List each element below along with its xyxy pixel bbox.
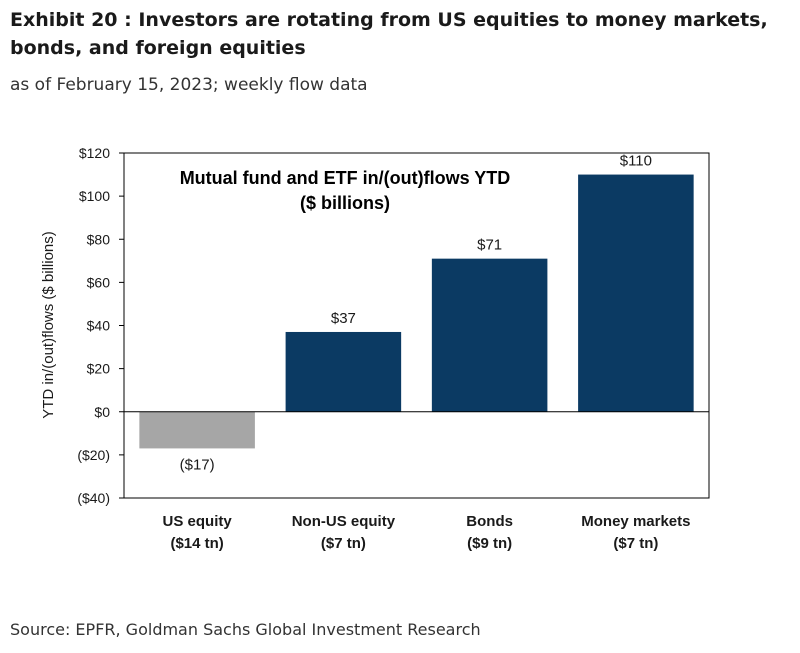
x-category-label: Money markets <box>581 513 690 530</box>
chart-subtitle: ($ billions) <box>300 193 390 213</box>
source-note: Source: EPFR, Goldman Sachs Global Inves… <box>10 620 481 639</box>
x-category-sublabel: ($14 tn) <box>170 535 223 552</box>
chart-title: Mutual fund and ETF in/(out)flows YTD <box>180 168 511 188</box>
bar <box>578 174 694 412</box>
data-label: ($17) <box>180 456 215 473</box>
bar <box>139 411 255 449</box>
data-label: $37 <box>331 310 356 327</box>
y-axis-label: YTD in/(out)flows ($ billions) <box>40 231 57 419</box>
exhibit-title: Exhibit 20 : Investors are rotating from… <box>10 9 768 59</box>
x-category-label: Non-US equity <box>292 513 396 530</box>
y-tick-label: $60 <box>87 274 111 290</box>
y-tick-label: $100 <box>79 188 110 204</box>
y-tick-label: ($40) <box>77 490 110 506</box>
y-tick-label: $120 <box>79 145 110 161</box>
y-tick-label: $80 <box>87 231 111 247</box>
x-category-label: Bonds <box>466 513 513 530</box>
y-tick-label: $20 <box>87 361 111 377</box>
data-label: $110 <box>620 153 652 170</box>
bar <box>431 258 548 412</box>
bar <box>285 331 402 412</box>
x-category-sublabel: ($7 tn) <box>613 535 658 552</box>
y-tick-label: ($20) <box>77 447 110 463</box>
x-category-sublabel: ($9 tn) <box>467 535 512 552</box>
bar-chart: ($40) ($20) $0 $20 $40 $60 $80 $100 $120 ($17) $3… <box>40 145 710 552</box>
exhibit-subtitle: as of February 15, 2023; weekly flow dat… <box>10 75 368 95</box>
y-tick-label: $0 <box>94 404 110 420</box>
data-label: $71 <box>477 237 502 254</box>
x-category-label: US equity <box>163 513 233 530</box>
x-category-sublabel: ($7 tn) <box>321 535 366 552</box>
y-tick-label: $40 <box>87 318 111 334</box>
